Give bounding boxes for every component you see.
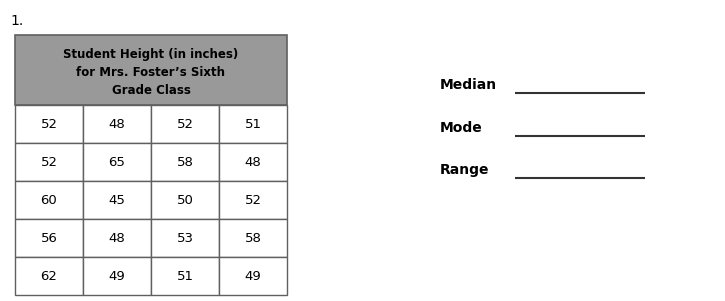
Bar xyxy=(15,257,83,295)
Bar xyxy=(219,143,287,181)
Text: 52: 52 xyxy=(41,156,57,169)
Bar xyxy=(15,181,83,219)
Text: 60: 60 xyxy=(41,194,57,206)
Text: 45: 45 xyxy=(109,194,125,206)
Bar xyxy=(15,143,83,181)
Bar xyxy=(15,35,287,105)
Text: for Mrs. Foster’s Sixth: for Mrs. Foster’s Sixth xyxy=(77,66,225,79)
Text: 48: 48 xyxy=(109,231,125,244)
Bar xyxy=(151,257,219,295)
Text: 49: 49 xyxy=(244,269,262,283)
Bar xyxy=(151,143,219,181)
Text: 48: 48 xyxy=(244,156,262,169)
Bar xyxy=(83,257,151,295)
Text: 53: 53 xyxy=(176,231,194,244)
Bar xyxy=(83,219,151,257)
Bar xyxy=(219,181,287,219)
Bar xyxy=(219,219,287,257)
Text: 48: 48 xyxy=(109,117,125,131)
Text: 65: 65 xyxy=(109,156,125,169)
Text: 58: 58 xyxy=(244,231,262,244)
Bar xyxy=(151,105,219,143)
Text: 62: 62 xyxy=(41,269,57,283)
Text: Student Height (in inches): Student Height (in inches) xyxy=(63,48,239,61)
Text: Mode: Mode xyxy=(440,121,483,135)
Text: 51: 51 xyxy=(176,269,194,283)
Bar xyxy=(83,181,151,219)
Text: 58: 58 xyxy=(177,156,194,169)
Bar xyxy=(151,181,219,219)
Bar xyxy=(15,219,83,257)
Bar xyxy=(219,105,287,143)
Text: 49: 49 xyxy=(109,269,125,283)
Bar xyxy=(15,105,83,143)
Bar xyxy=(83,143,151,181)
Bar xyxy=(219,257,287,295)
Text: 52: 52 xyxy=(244,194,262,206)
Text: 50: 50 xyxy=(177,194,194,206)
Text: Median: Median xyxy=(440,78,497,92)
Text: Grade Class: Grade Class xyxy=(112,85,191,98)
Text: 1.: 1. xyxy=(10,14,23,28)
Bar xyxy=(151,219,219,257)
Text: 56: 56 xyxy=(41,231,57,244)
Text: Range: Range xyxy=(440,163,489,177)
Text: 52: 52 xyxy=(176,117,194,131)
Text: 52: 52 xyxy=(41,117,57,131)
Bar xyxy=(83,105,151,143)
Text: 51: 51 xyxy=(244,117,262,131)
